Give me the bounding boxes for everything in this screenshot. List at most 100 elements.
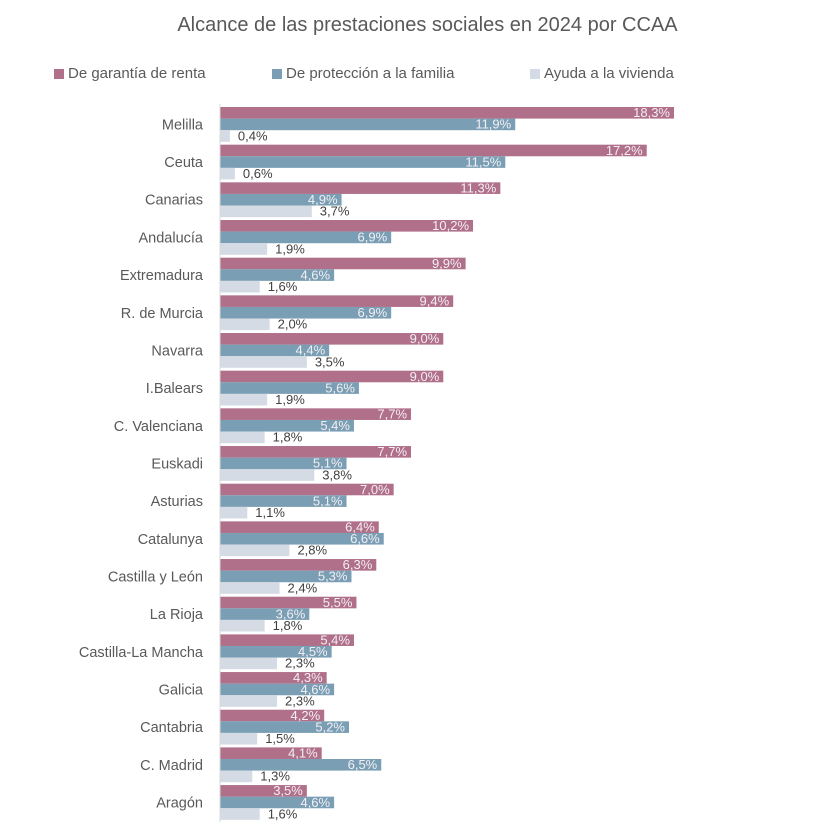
bar-proteccion-familia [220,721,350,733]
bar-proteccion-familia [220,608,310,620]
legend-label-garantia-renta: De garantía de renta [68,65,206,82]
bar-garantia-renta [220,182,501,194]
data-label-ayuda-vivienda: 1,5% [265,731,295,746]
data-label-garantia-renta: 7,0% [360,482,390,497]
bar-garantia-renta [220,747,322,759]
bar-garantia-renta [220,333,444,345]
legend-swatch-proteccion-familia [272,68,282,79]
data-label-garantia-renta: 4,1% [288,745,318,760]
bar-proteccion-familia [220,457,347,470]
data-label-proteccion-familia: 6,5% [348,757,378,772]
bar-proteccion-familia [220,269,335,281]
data-label-proteccion-familia: 3,6% [276,606,306,621]
bar-garantia-renta [220,220,474,232]
bar-ayuda-vivienda [220,393,268,406]
bar-ayuda-vivienda [220,544,290,557]
bar-ayuda-vivienda [220,205,312,218]
category-label: R. de Murcia [121,306,204,322]
data-label-proteccion-familia: 6,9% [358,305,388,320]
data-label-proteccion-familia: 4,5% [298,644,328,659]
data-label-proteccion-familia: 4,6% [300,267,330,282]
data-label-garantia-renta: 9,0% [410,331,440,346]
legend-swatch-ayuda-vivienda [530,68,540,79]
bar-garantia-renta [220,446,412,458]
bar-proteccion-familia [220,758,382,771]
bar-ayuda-vivienda [220,808,260,820]
category-label: Ceuta [164,155,204,171]
bar-garantia-renta [220,144,647,157]
data-label-ayuda-vivienda: 1,3% [260,769,290,784]
bar-ayuda-vivienda [220,770,253,783]
bar-garantia-renta [220,634,354,646]
category-label: Castilla y León [108,569,203,585]
category-label: C. Madrid [140,758,203,774]
data-label-proteccion-familia: 6,6% [350,531,380,546]
data-label-proteccion-familia: 11,9% [475,117,511,132]
bar-garantia-renta [220,408,412,420]
category-label: Castilla-La Mancha [79,645,204,661]
legend-label-proteccion-familia: De protección a la familia [286,65,455,82]
bar-proteccion-familia [220,306,392,319]
bar-ayuda-vivienda [220,582,280,594]
data-label-garantia-renta: 4,3% [293,670,323,685]
data-label-garantia-renta: 18,3% [633,105,670,120]
data-label-proteccion-familia: 5,1% [313,456,343,471]
bar-ayuda-vivienda [220,619,265,632]
data-label-ayuda-vivienda: 2,4% [288,580,318,595]
bar-garantia-renta [220,295,454,307]
bar-proteccion-familia [220,570,352,583]
data-label-ayuda-vivienda: 1,9% [275,241,305,256]
bar-proteccion-familia [220,645,332,658]
data-label-proteccion-familia: 5,6% [325,380,355,395]
data-label-ayuda-vivienda: 2,0% [278,317,308,332]
bar-ayuda-vivienda [220,167,235,180]
category-label: Euskadi [151,456,203,472]
chart-title: Alcance de las prestaciones sociales en … [177,14,678,36]
data-label-ayuda-vivienda: 1,8% [273,618,303,633]
data-label-ayuda-vivienda: 0,6% [243,166,273,181]
bar-proteccion-familia [220,796,335,809]
category-label: C. Valenciana [114,419,204,435]
category-label: Extremadura [120,268,204,284]
data-label-ayuda-vivienda: 0,4% [238,128,268,143]
legend-item-proteccion-familia: De protección a la familia [272,65,454,82]
bar-proteccion-familia [220,344,330,357]
data-label-proteccion-familia: 5,2% [315,719,345,734]
legend-item-garantia-renta: De garantía de renta [54,65,206,82]
bar-garantia-renta [220,257,466,270]
data-label-ayuda-vivienda: 2,3% [285,693,315,708]
data-label-garantia-renta: 17,2% [606,143,643,158]
data-label-proteccion-familia: 5,4% [320,418,350,433]
data-label-garantia-renta: 5,5% [323,595,353,610]
bar-garantia-renta [220,596,357,609]
data-label-garantia-renta: 9,9% [432,256,462,271]
bar-ayuda-vivienda [220,732,258,745]
category-label: Navarra [151,343,204,359]
bar-proteccion-familia [220,495,347,507]
data-label-garantia-renta: 3,5% [273,783,303,798]
legend-label-ayuda-vivienda: Ayuda a la vivienda [544,65,674,82]
data-label-ayuda-vivienda: 1,8% [273,430,303,445]
bar-garantia-renta [220,483,394,496]
data-label-proteccion-familia: 5,1% [313,493,343,508]
data-label-garantia-renta: 9,0% [410,369,440,384]
bar-ayuda-vivienda [220,695,278,707]
category-label: Cantabria [140,720,204,736]
bar-proteccion-familia [220,156,506,168]
bar-ayuda-vivienda [220,243,268,255]
data-label-ayuda-vivienda: 1,6% [268,806,298,821]
category-label: Asturias [151,494,203,510]
data-label-ayuda-vivienda: 2,3% [285,656,315,671]
bar-proteccion-familia [220,419,354,432]
data-label-ayuda-vivienda: 2,8% [297,543,327,558]
legend-swatch-garantia-renta [54,68,64,79]
bar-garantia-renta [220,370,444,383]
data-label-garantia-renta: 5,4% [320,632,350,647]
data-label-garantia-renta: 9,4% [420,293,450,308]
data-label-ayuda-vivienda: 1,1% [255,505,285,520]
bar-ayuda-vivienda [220,280,260,293]
category-label: Andalucía [139,230,204,246]
bar-ayuda-vivienda [220,130,230,142]
category-label: La Rioja [150,607,204,623]
